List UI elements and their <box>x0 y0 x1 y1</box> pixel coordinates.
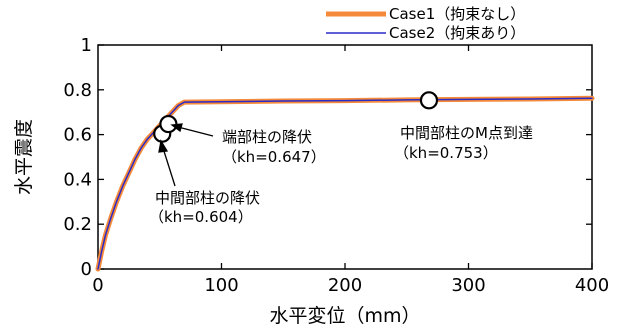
arrow-end-column-yield <box>177 126 214 137</box>
annotation-mid-column-m-point-value: （kh=0.753） <box>394 144 498 162</box>
annotation-end-column-yield-value: （kh=0.647） <box>222 148 326 166</box>
x-tick-label: 100 <box>204 275 238 296</box>
annotation-mid-column-yield-value: （kh=0.604） <box>149 208 253 226</box>
x-tick-label: 200 <box>328 275 362 296</box>
event-marker <box>159 114 178 134</box>
y-tick-label: 0.8 <box>63 80 92 101</box>
arrowhead-end-column-yield <box>170 123 183 133</box>
event-marker <box>419 91 439 110</box>
y-axis-title: 水平震度 <box>13 119 35 195</box>
y-tick-label: 0 <box>81 259 92 280</box>
marker-layer <box>153 91 439 143</box>
y-tick-label: 0.4 <box>63 169 92 190</box>
y-tick-label: 0.2 <box>63 214 92 235</box>
arrowhead-mid-column-yield <box>158 139 169 153</box>
annotation-mid-column-m-point-title: 中間部柱のM点到達 <box>400 124 533 142</box>
plot-area <box>97 44 593 270</box>
x-axis-title: 水平変位（mm） <box>269 305 420 327</box>
annotation-end-column-yield-title: 端部柱の降伏 <box>222 128 312 146</box>
axis-ticks: 0 100 200 300 400 0 0.2 0.4 0.6 0.8 1 <box>63 35 609 296</box>
arrow-mid-column-yield <box>162 147 176 187</box>
y-tick-label: 0.6 <box>63 125 92 146</box>
x-tick-label: 400 <box>575 275 609 296</box>
x-tick-label: 0 <box>92 275 103 296</box>
annotation-arrows <box>158 123 214 187</box>
y-tick-label: 1 <box>81 35 92 56</box>
legend: Case1（拘束なし） Case2（拘束あり） <box>326 5 525 42</box>
legend-label-case1: Case1（拘束なし） <box>389 5 525 23</box>
legend-label-case2: Case2（拘束あり） <box>389 24 525 42</box>
x-tick-label: 300 <box>451 275 485 296</box>
annotation-mid-column-yield-title: 中間部柱の降伏 <box>155 189 260 207</box>
